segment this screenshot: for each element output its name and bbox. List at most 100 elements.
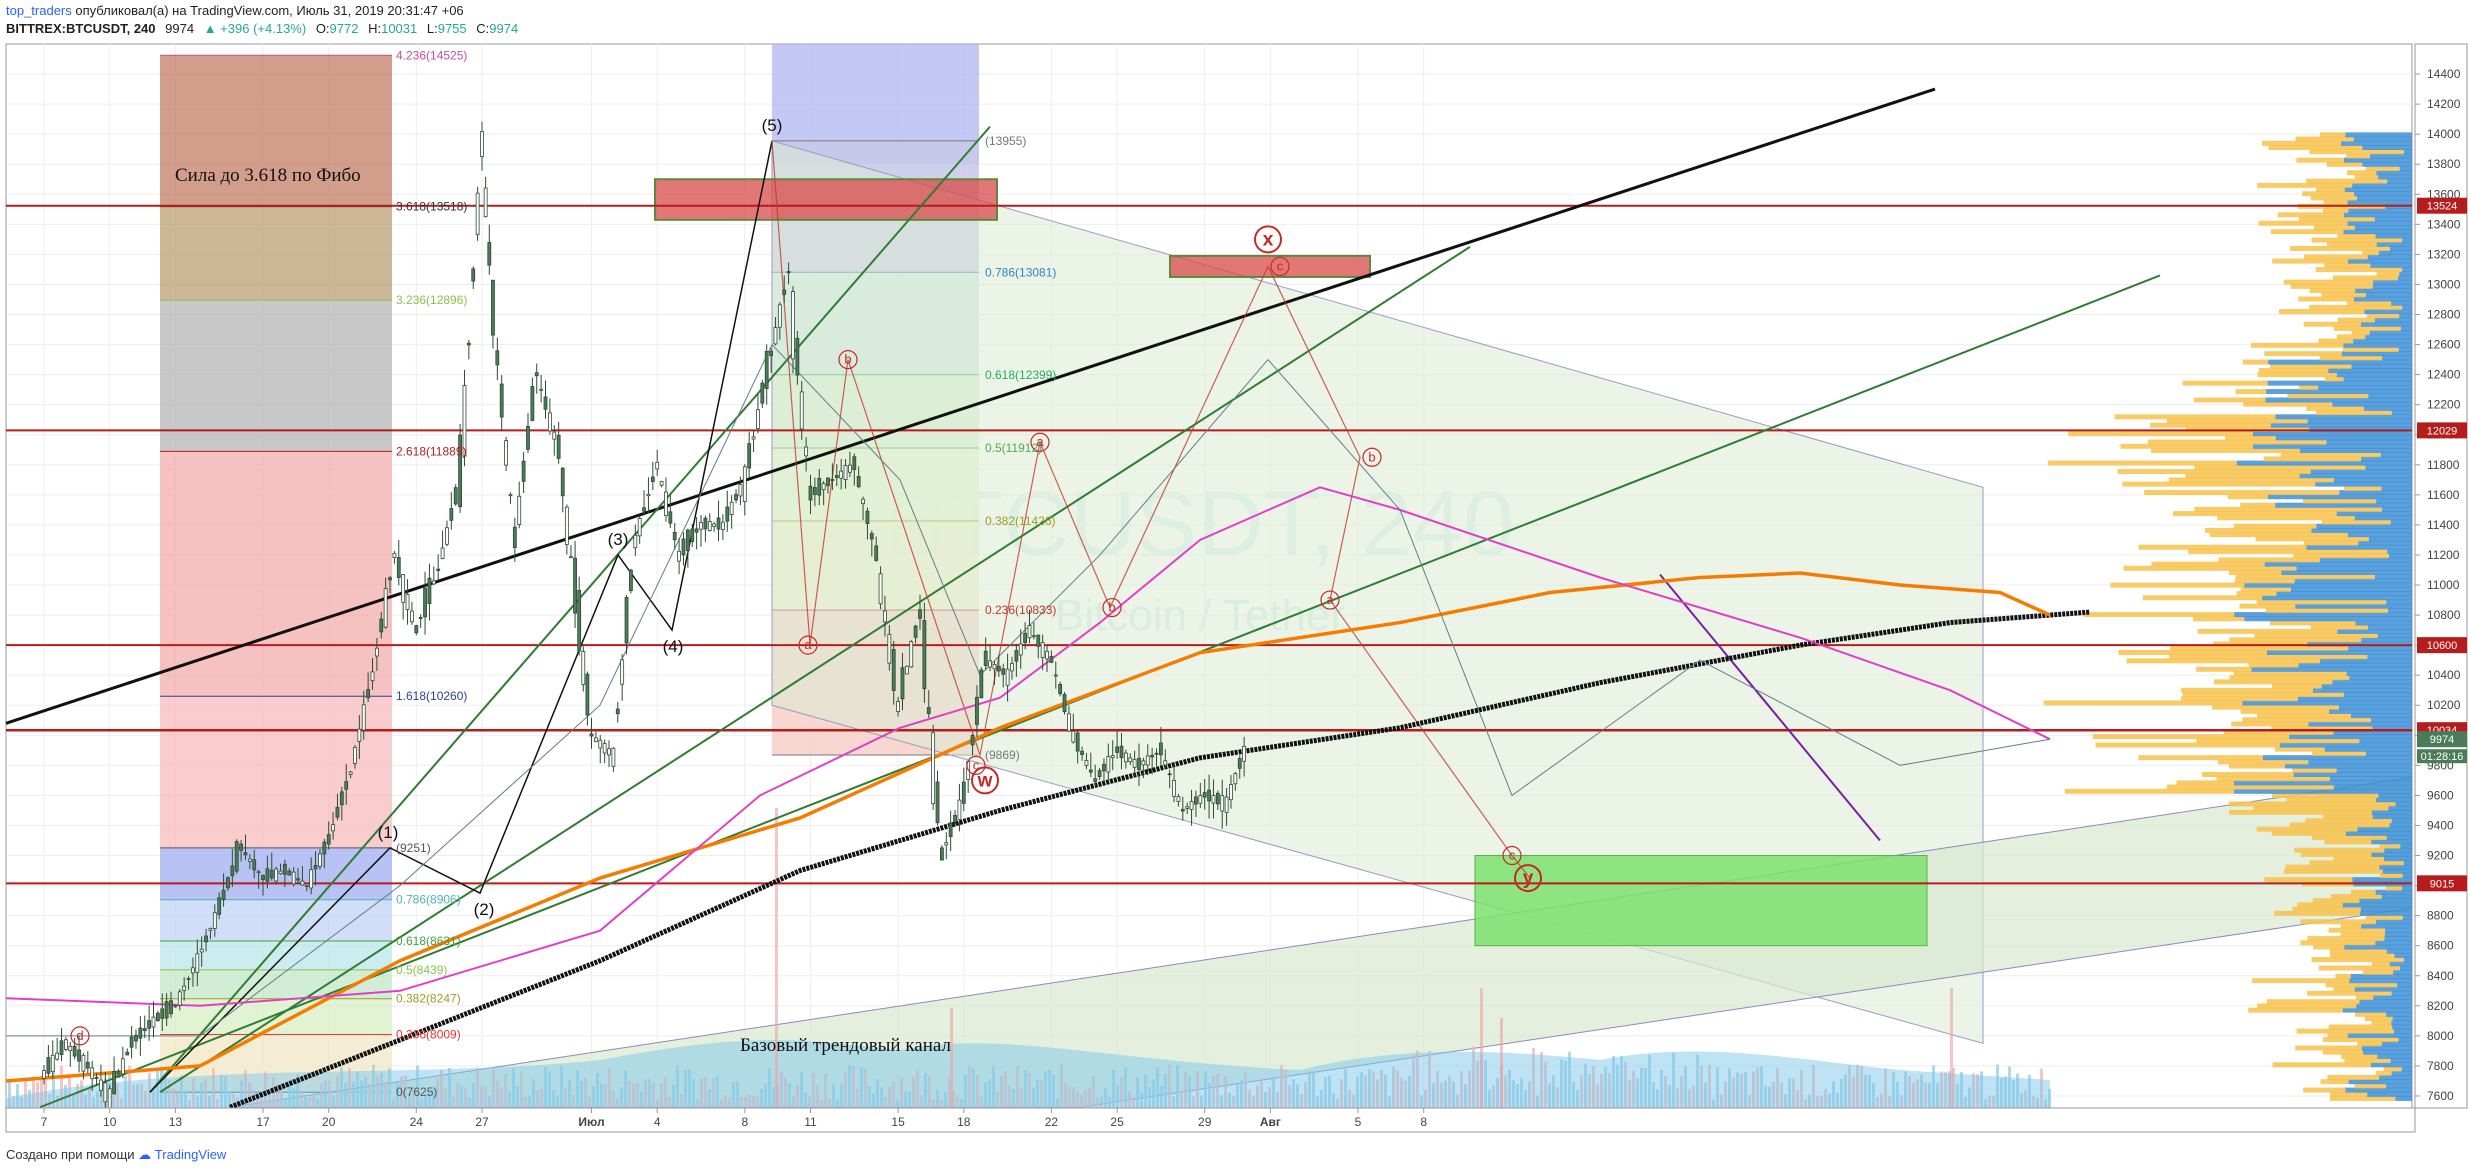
candle-body: [782, 289, 787, 295]
vp-bar-sell: [2343, 212, 2412, 218]
candle-body: [777, 304, 782, 328]
candle-body: [191, 967, 195, 974]
vp-bar-sell: [2347, 1032, 2412, 1038]
vp-bar-sell: [2400, 843, 2412, 849]
volume-bar: [8, 1082, 11, 1108]
vp-bar-sell: [2348, 645, 2412, 651]
vp-bar-sell: [2345, 132, 2412, 138]
fib-retrace-label: (9869): [985, 748, 1020, 762]
candle-body: [615, 708, 620, 715]
vp-bar-sell: [2343, 376, 2412, 382]
vp-bar-sell: [2343, 342, 2412, 348]
vp-bar-sell: [2270, 422, 2412, 428]
vp-bar-buy: [2296, 157, 2345, 163]
vp-bar-buy: [2263, 456, 2362, 462]
vp-bar-sell: [2294, 578, 2412, 584]
candle-body: [593, 737, 598, 742]
vp-bar-buy: [2313, 944, 2345, 950]
candle-body: [1211, 795, 1216, 804]
price-badge-label: 13524: [2427, 201, 2458, 213]
wave-circle: [1502, 845, 1522, 866]
candle-body: [940, 847, 944, 861]
vp-bar-buy: [2250, 342, 2344, 348]
wave-circle-label: x: [1263, 229, 1274, 250]
vp-bar-sell: [2375, 889, 2412, 895]
fib-ext-label: 0.786(8906): [396, 893, 461, 907]
vp-bar-sell: [2336, 767, 2412, 773]
vp-bar-buy: [2229, 569, 2282, 575]
candle-body: [173, 1005, 178, 1008]
vp-bar-sell: [2361, 1045, 2412, 1051]
footer-created: Создано при помощи: [6, 1147, 135, 1162]
vp-bar-buy: [2272, 258, 2349, 264]
open-value: 9772: [329, 21, 359, 36]
fib-retrace-label: 0.382(11426): [985, 514, 1056, 528]
vp-bar-buy: [2333, 986, 2355, 992]
candle-body: [655, 461, 660, 470]
vp-bar-sell: [2342, 902, 2412, 908]
wave-circle-label: c: [973, 757, 980, 772]
vp-bar-buy: [2336, 334, 2366, 340]
chart-labels: 4.236(14525) 3.618(13518) 3.236(12896) 2.61…: [70, 48, 1542, 1099]
vp-bar-sell: [2354, 296, 2412, 302]
vp-bar-sell: [2376, 919, 2412, 925]
fib-band: [160, 55, 392, 207]
vp-bar-sell: [2378, 250, 2412, 256]
vp-bar-sell: [2371, 809, 2412, 815]
candle-body: [988, 660, 992, 668]
candle-body: [672, 531, 677, 541]
y-tick-label: 14400: [2427, 67, 2461, 81]
candle-body: [1001, 668, 1006, 675]
y-tick-label: 12600: [2427, 338, 2461, 352]
candle-body: [817, 477, 822, 496]
vp-bar-sell: [2391, 818, 2412, 824]
candle-body: [707, 521, 712, 531]
footer-brand-link[interactable]: TradingView: [154, 1147, 227, 1162]
candle-body: [764, 351, 769, 389]
candle-body: [1202, 792, 1207, 798]
y-tick-label: 12400: [2427, 368, 2461, 382]
candle-body: [581, 651, 586, 685]
candle-body: [769, 351, 773, 357]
vp-bar-buy: [2357, 1041, 2382, 1047]
fib-ext-label: 3.618(13518): [396, 200, 467, 214]
candle-body: [1145, 755, 1150, 766]
vp-bar-buy: [2311, 237, 2403, 243]
candle-body: [534, 372, 539, 377]
candle-body: [449, 508, 454, 521]
vp-bar-sell: [2394, 952, 2412, 958]
vp-bar-sell: [2343, 692, 2412, 698]
vp-bar-buy: [2329, 948, 2387, 954]
vp-bar-sell: [2374, 574, 2412, 580]
candle-body: [1075, 732, 1080, 752]
trend-lines: [5, 87, 2412, 1109]
x-tick-label: 5: [1355, 1115, 1362, 1129]
candle-body: [650, 476, 655, 482]
candle-body: [475, 192, 480, 236]
candle-body: [252, 859, 257, 871]
vp-bar-buy: [2307, 990, 2392, 996]
candle-body: [401, 574, 406, 603]
candle-body: [90, 1067, 95, 1080]
vp-bar-sell: [2381, 1041, 2412, 1047]
last-price: 9974: [165, 21, 195, 36]
vp-bar-sell: [2347, 532, 2412, 538]
candle-body: [453, 487, 458, 505]
vp-bar-buy: [2176, 780, 2234, 786]
candle-body: [77, 1049, 81, 1062]
vp-bar-buy: [2118, 649, 2267, 655]
vp-bar-sell: [2359, 898, 2412, 904]
vp-bar-buy: [2092, 734, 2290, 740]
author-link[interactable]: top_traders: [6, 3, 72, 18]
candle-body: [560, 467, 565, 497]
vp-bar-buy: [2268, 144, 2363, 150]
vp-bar-sell: [2381, 506, 2412, 512]
symbol-name[interactable]: BITTREX:BTCUSDT, 240: [6, 21, 156, 36]
candle-body: [344, 781, 349, 790]
vp-bar-sell: [2315, 481, 2412, 487]
vp-bar-buy: [2376, 271, 2400, 277]
vp-bar-buy: [2303, 321, 2361, 327]
vp-bar-buy: [2318, 965, 2401, 971]
candle-body: [508, 494, 513, 497]
